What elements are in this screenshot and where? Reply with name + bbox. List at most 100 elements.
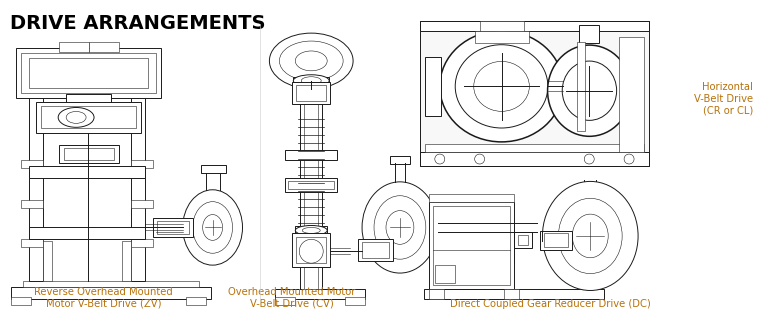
Bar <box>275 289 365 299</box>
Ellipse shape <box>455 45 548 128</box>
Bar <box>275 297 296 305</box>
Ellipse shape <box>543 181 638 291</box>
Ellipse shape <box>182 190 242 265</box>
Bar <box>515 233 532 248</box>
Ellipse shape <box>296 51 328 71</box>
Bar <box>89 42 119 52</box>
Bar <box>30 97 43 281</box>
Bar <box>41 107 136 128</box>
Bar <box>21 53 156 92</box>
Bar <box>131 160 153 168</box>
Ellipse shape <box>559 198 622 274</box>
Bar <box>293 234 330 267</box>
Bar <box>59 42 89 52</box>
Ellipse shape <box>59 108 94 127</box>
Text: Reverse Overhead Mounted
Motor V-Belt Drive (ZV): Reverse Overhead Mounted Motor V-Belt Dr… <box>34 287 173 309</box>
Bar <box>16 48 161 97</box>
Ellipse shape <box>193 202 233 253</box>
Bar <box>429 289 444 299</box>
Bar <box>131 239 153 247</box>
Ellipse shape <box>475 154 485 164</box>
Bar <box>429 202 515 289</box>
Bar <box>285 150 337 160</box>
Bar <box>345 297 365 305</box>
Bar <box>21 160 43 168</box>
Bar <box>43 241 52 281</box>
Bar <box>420 152 649 166</box>
Bar <box>71 103 106 109</box>
Bar <box>30 166 145 178</box>
Bar <box>64 148 114 160</box>
Bar <box>424 289 604 299</box>
Ellipse shape <box>362 182 438 273</box>
Bar <box>420 21 649 31</box>
Ellipse shape <box>203 215 223 240</box>
Ellipse shape <box>548 45 632 136</box>
Bar <box>505 289 519 299</box>
Bar <box>122 241 131 281</box>
Bar <box>185 297 206 305</box>
Bar <box>578 42 585 131</box>
Bar <box>24 281 198 287</box>
Bar <box>131 200 153 208</box>
Bar <box>21 239 43 247</box>
Ellipse shape <box>440 31 563 142</box>
Bar <box>21 200 43 208</box>
Bar <box>435 265 454 283</box>
Bar <box>131 97 145 281</box>
Ellipse shape <box>66 112 86 123</box>
Bar <box>429 194 515 202</box>
Ellipse shape <box>562 61 616 120</box>
Bar <box>362 242 389 258</box>
Bar <box>288 181 334 189</box>
Text: DRIVE ARRANGEMENTS: DRIVE ARRANGEMENTS <box>11 14 266 33</box>
Bar <box>285 178 337 192</box>
Bar <box>293 77 329 84</box>
Bar <box>518 236 528 245</box>
Bar <box>390 156 410 164</box>
Bar <box>59 145 119 163</box>
Ellipse shape <box>296 225 328 236</box>
Bar <box>300 81 322 289</box>
Bar <box>296 226 328 235</box>
Bar <box>11 297 31 305</box>
Ellipse shape <box>280 41 343 81</box>
Ellipse shape <box>293 75 329 87</box>
Bar <box>30 58 148 88</box>
Bar <box>304 81 318 289</box>
Bar <box>36 102 141 133</box>
Bar <box>432 206 511 285</box>
Text: Direct Coupled Gear Reducer Drive (DC): Direct Coupled Gear Reducer Drive (DC) <box>450 299 651 309</box>
Ellipse shape <box>572 214 608 258</box>
Bar <box>201 165 226 173</box>
Ellipse shape <box>435 154 445 164</box>
Bar <box>30 227 145 239</box>
Bar <box>420 21 649 166</box>
Text: Overhead Mounted Motor
V-Belt Drive (CV): Overhead Mounted Motor V-Belt Drive (CV) <box>228 287 355 309</box>
Bar <box>579 25 600 43</box>
Ellipse shape <box>374 196 426 259</box>
Ellipse shape <box>301 77 321 85</box>
Ellipse shape <box>386 211 414 244</box>
Bar <box>540 231 572 250</box>
Ellipse shape <box>299 239 323 263</box>
Bar <box>475 31 530 43</box>
Bar <box>11 287 211 299</box>
Bar <box>296 237 326 263</box>
Ellipse shape <box>269 33 353 89</box>
Bar <box>296 85 326 101</box>
Bar <box>619 37 644 152</box>
Bar <box>425 144 644 152</box>
Bar <box>153 217 193 237</box>
Bar <box>569 65 581 108</box>
Bar <box>66 93 111 104</box>
Bar <box>480 21 524 31</box>
Ellipse shape <box>302 227 320 234</box>
Bar <box>358 239 393 261</box>
Ellipse shape <box>624 154 634 164</box>
Bar <box>293 82 330 104</box>
Text: Horizontal
V-Belt Drive
(CR or CL): Horizontal V-Belt Drive (CR or CL) <box>694 82 753 115</box>
Bar <box>425 57 441 116</box>
Bar <box>157 220 188 235</box>
Ellipse shape <box>473 61 530 111</box>
